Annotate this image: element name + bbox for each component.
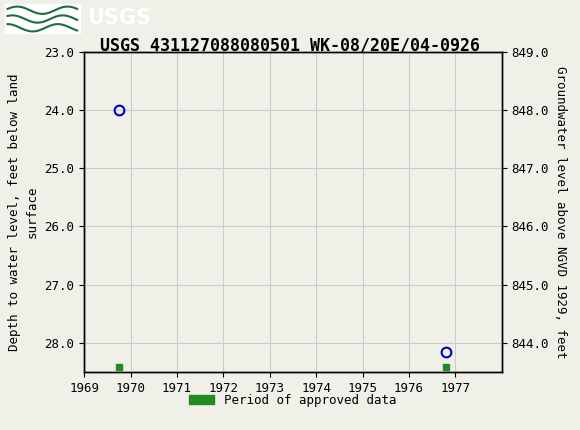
Text: USGS 431127088080501 WK-08/20E/04-0926: USGS 431127088080501 WK-08/20E/04-0926 xyxy=(100,36,480,54)
Y-axis label: Depth to water level, feet below land
surface: Depth to water level, feet below land su… xyxy=(8,73,39,350)
Text: USGS: USGS xyxy=(87,8,151,28)
Legend: Period of approved data: Period of approved data xyxy=(184,389,401,412)
Y-axis label: Groundwater level above NGVD 1929, feet: Groundwater level above NGVD 1929, feet xyxy=(554,65,567,358)
Bar xyxy=(5,3,80,33)
